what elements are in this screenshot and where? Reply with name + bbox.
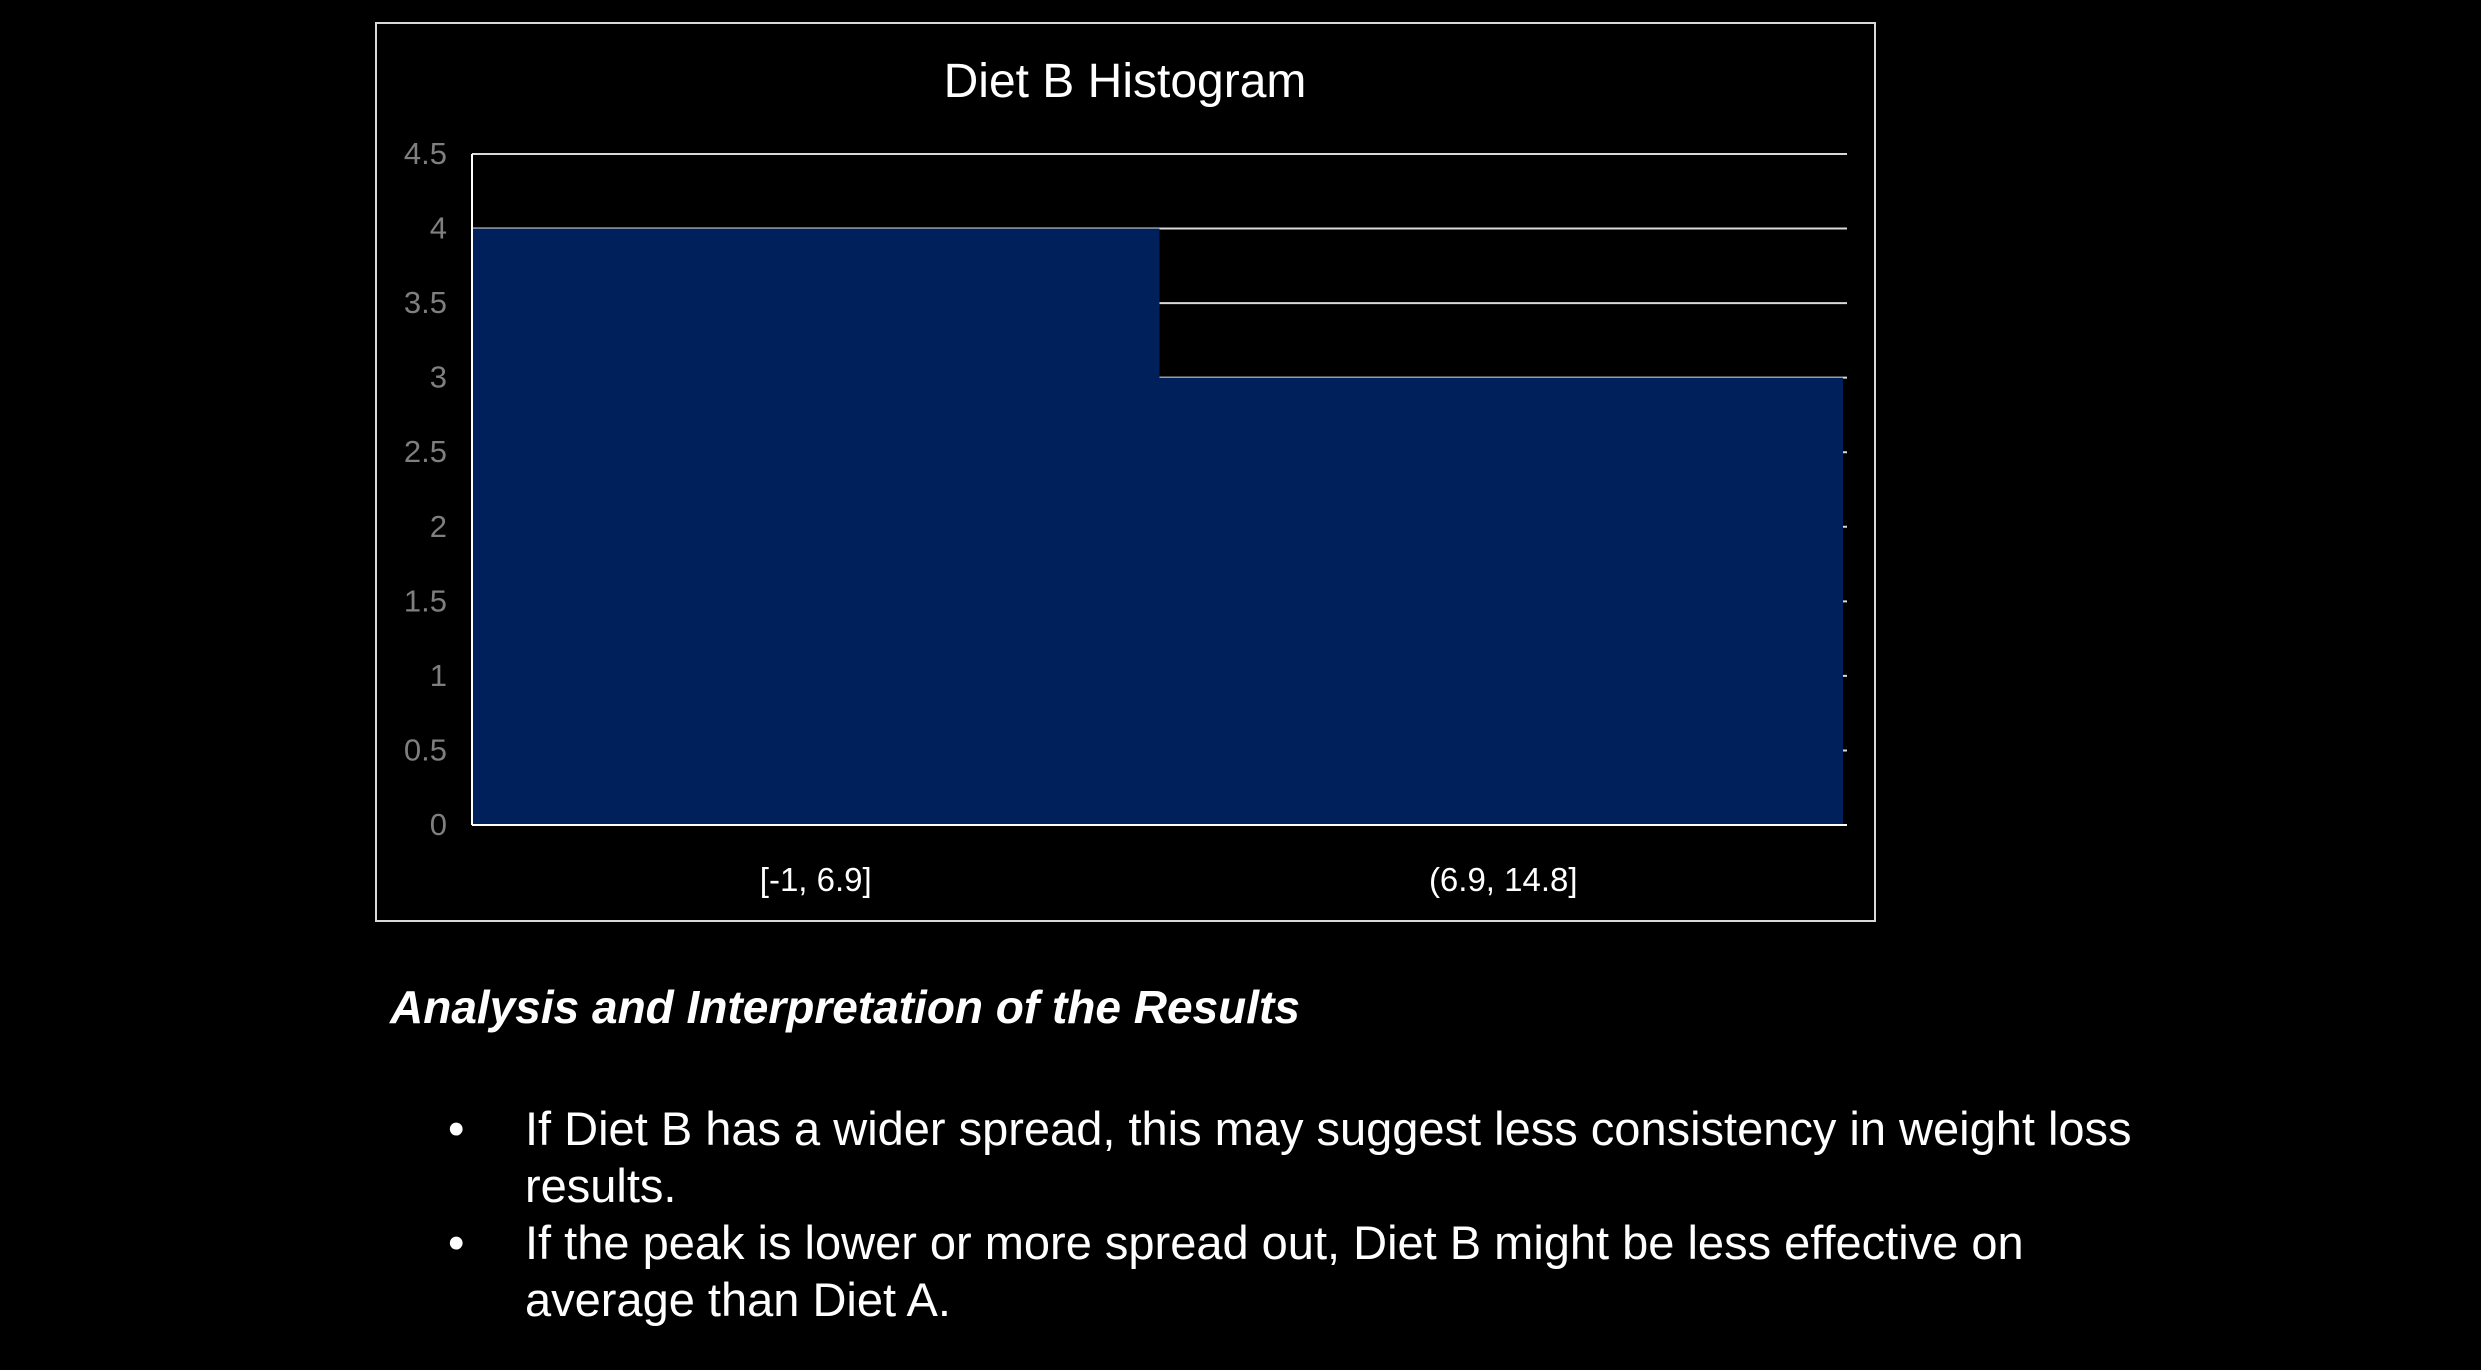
chart-title: Diet B Histogram	[944, 55, 1307, 108]
x-category-label: (6.9, 14.8]	[1429, 861, 1578, 898]
y-tick-label: 1	[430, 658, 447, 693]
analysis-bullet: If Diet B has a wider spread, this may s…	[440, 1100, 2140, 1214]
y-tick-label: 3.5	[404, 285, 447, 320]
y-tick-label: 1.5	[404, 583, 447, 618]
y-tick-label: 2	[430, 509, 447, 544]
y-tick-label: 4.5	[404, 136, 447, 171]
analysis-bullet: If the peak is lower or more spread out,…	[440, 1214, 2140, 1328]
y-tick-label: 4	[430, 211, 447, 246]
analysis-bullet-list: If Diet B has a wider spread, this may s…	[440, 1100, 2140, 1328]
y-tick-label: 2.5	[404, 434, 447, 469]
histogram-bar	[472, 228, 1160, 826]
y-tick-label: 0	[430, 807, 447, 842]
y-tick-label: 0.5	[404, 732, 447, 767]
histogram-bar	[1159, 377, 1843, 825]
y-tick-label: 3	[430, 360, 447, 395]
analysis-heading: Analysis and Interpretation of the Resul…	[390, 981, 1300, 1033]
x-category-label: [-1, 6.9]	[760, 861, 872, 898]
